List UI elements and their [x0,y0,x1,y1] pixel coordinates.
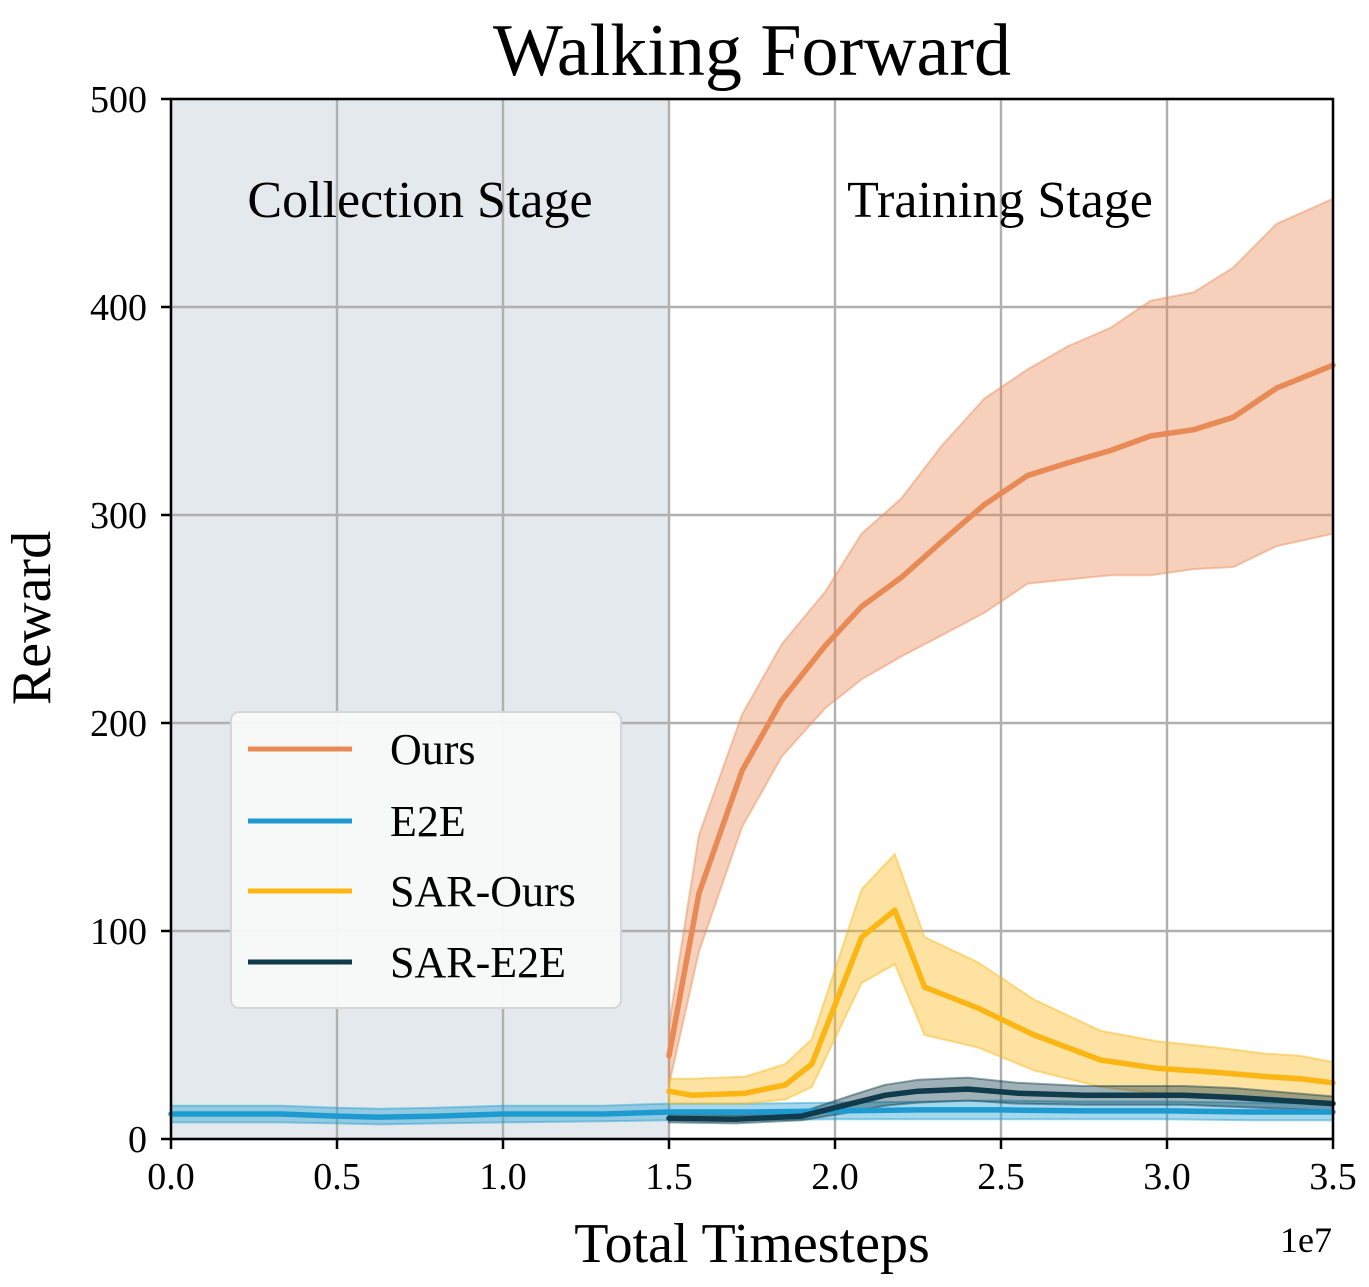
legend: Ours E2E SAR-Ours SAR-E2E [230,711,622,1009]
legend-label-ours: Ours [390,725,476,774]
x-multiplier-label: 1e7 [1280,1220,1332,1260]
region-label-training: Training Stage [847,172,1153,229]
legend-label-e2e: E2E [390,797,466,846]
y-axis-label: Reward [1,531,63,705]
legend-box [230,711,622,1009]
x-tick-label: 1.0 [479,1156,527,1198]
line-e2e [168,1107,1336,1120]
line-sar-e2e [666,1086,1336,1122]
y-tick-label: 0 [128,1119,147,1161]
x-axis-label: Total Timesteps [574,1213,929,1275]
region-label-collection: Collection Stage [247,172,592,229]
y-tick-label: 100 [90,911,147,953]
plot-frame [169,97,1335,1141]
x-tick-label: 1.5 [645,1156,693,1198]
x-tick-label: 0.5 [313,1156,361,1198]
x-tick-label: 3.5 [1309,1156,1357,1198]
x-tick-label: 2.5 [977,1156,1025,1198]
line-sar-ours [666,907,1336,1099]
legend-label-sar-ours: SAR-Ours [390,867,576,916]
chart-title: Walking Forward [493,10,1011,92]
y-tick-label: 500 [90,79,147,121]
x-tick-label: 3.0 [1143,1156,1191,1198]
y-tick-label: 200 [90,703,147,745]
y-tick-label: 300 [90,495,147,537]
x-tick-label: 2.0 [811,1156,859,1198]
y-tick-label: 400 [90,287,147,329]
legend-label-sar-e2e: SAR-E2E [390,938,566,987]
x-tick-label: 0.0 [147,1156,195,1198]
line-ours [666,362,1336,1059]
